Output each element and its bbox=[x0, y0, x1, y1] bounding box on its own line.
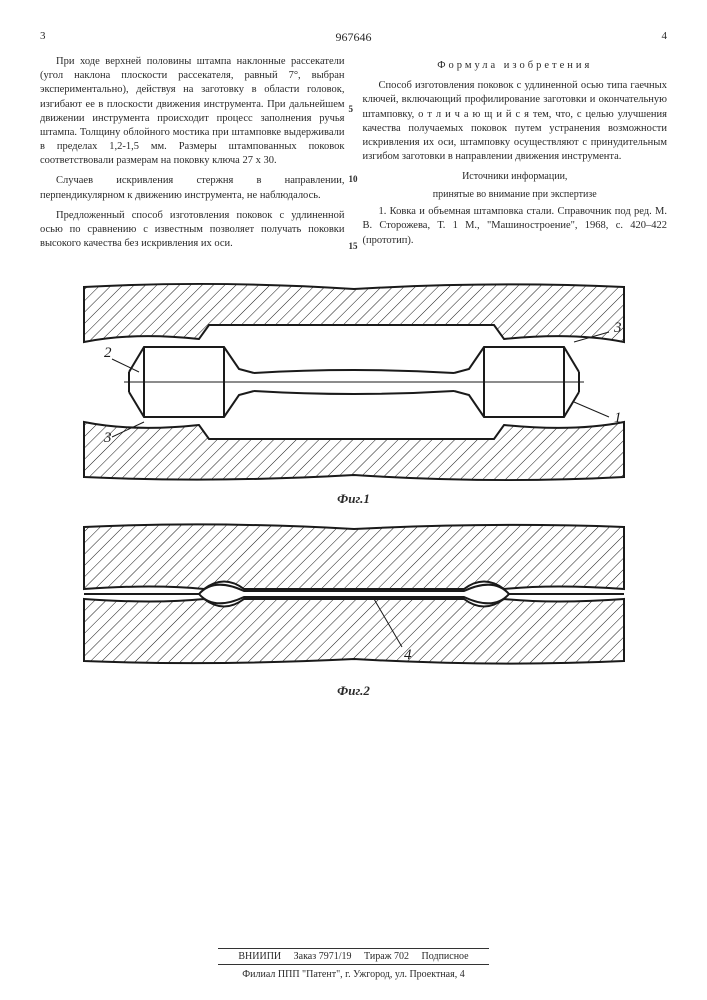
fig1-caption: Фиг.1 bbox=[40, 491, 667, 507]
left-column: При ходе верхней половины штампа наклонн… bbox=[40, 55, 345, 257]
fig1-label-2: 2 bbox=[104, 345, 112, 361]
para-right-2: 1. Ковка и объемная штамповка стали. Спр… bbox=[363, 205, 668, 248]
footer-address: Филиал ППП "Патент", г. Ужгород, ул. Про… bbox=[0, 969, 707, 980]
para-left-3: Предложенный способ изготовления поковок… bbox=[40, 209, 345, 252]
sources-heading-2: принятые во внимание при экспертизе bbox=[363, 188, 668, 202]
line-number: 15 bbox=[349, 240, 358, 252]
formula-heading: Формула изобретения bbox=[363, 59, 668, 73]
line-number: 10 bbox=[349, 173, 358, 185]
fig2-caption: Фиг.2 bbox=[40, 683, 667, 699]
para-left-2: Случаев искривления стержня в направлени… bbox=[40, 174, 345, 202]
fig1-label-1: 1 bbox=[614, 410, 622, 426]
sources-heading-1: Источники информации, bbox=[363, 170, 668, 184]
fig1-label-top: 3 bbox=[613, 320, 622, 336]
footer: ВНИИПИ Заказ 7971/19 Тираж 702 Подписное… bbox=[0, 948, 707, 980]
figure-2: 4 bbox=[74, 519, 634, 679]
footer-tirage: Тираж 702 bbox=[364, 951, 409, 962]
footer-order: Заказ 7971/19 bbox=[294, 951, 352, 962]
figures-block: 2 3 3 1 Фиг.1 4 bbox=[40, 277, 667, 699]
fig1-label-3: 3 bbox=[103, 430, 112, 446]
footer-org: ВНИИПИ bbox=[238, 951, 281, 962]
figure-1: 2 3 3 1 bbox=[74, 277, 634, 487]
line-number: 5 bbox=[349, 103, 354, 115]
fig2-label-4: 4 bbox=[404, 647, 412, 663]
right-column: 5 10 15 Формула изобретения Способ изгот… bbox=[363, 55, 668, 257]
footer-sub: Подписное bbox=[422, 951, 469, 962]
page-num-right: 4 bbox=[662, 30, 668, 45]
para-left-1: При ходе верхней половины штампа наклонн… bbox=[40, 55, 345, 168]
patent-number: 967646 bbox=[46, 30, 662, 45]
para-right-1: Способ изготовления поковок с удлиненной… bbox=[363, 79, 668, 164]
